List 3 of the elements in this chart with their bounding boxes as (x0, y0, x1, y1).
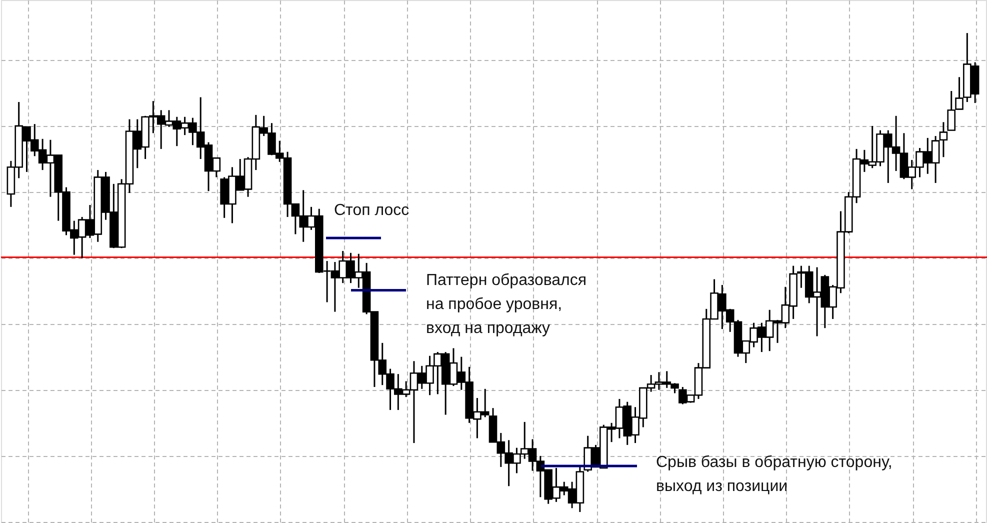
ref-line-label: Срыв базы в обратную сторону, выход из позиции (656, 454, 892, 496)
ref-line-label: Стоп лосс (334, 202, 410, 220)
ref-line-label: Паттерн образовался на пробое уровня, вход на продажу (426, 272, 587, 338)
